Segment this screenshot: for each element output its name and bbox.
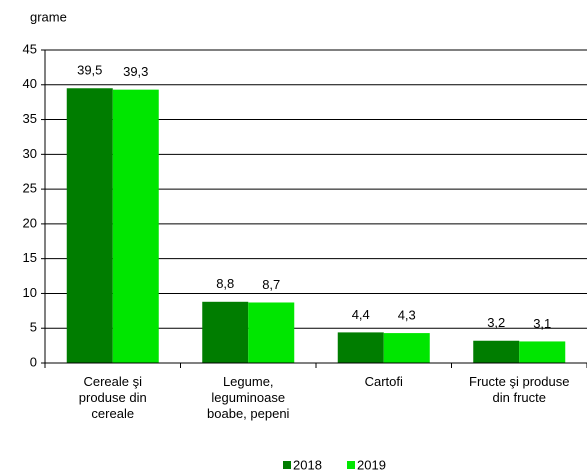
x-tick-label: Cereale şi produse din cereale (79, 374, 147, 421)
y-tick-label: 45 (23, 41, 37, 56)
x-tick-label-line: produse din (79, 390, 147, 405)
value-label: 8,8 (216, 276, 234, 291)
legend-swatch (347, 461, 355, 469)
y-tick-label: 40 (23, 76, 37, 91)
x-tick-label-line: boabe, pepeni (207, 406, 290, 421)
y-axis-label: grame (30, 9, 67, 24)
x-tick-label-line: Cartofi (365, 374, 403, 389)
bar (202, 301, 249, 363)
bar (337, 332, 384, 363)
x-tick-label-line: Legume, (223, 374, 274, 389)
bar (112, 89, 159, 363)
x-tick-label: Fructe şi produse din fructe (469, 374, 569, 405)
legend-label: 2018 (293, 457, 322, 472)
x-tick-label: Cartofi (365, 374, 403, 389)
bar (519, 341, 566, 363)
x-tick-label-line: cereale (91, 406, 134, 421)
y-tick-label: 10 (23, 285, 37, 300)
y-tick-label: 20 (23, 215, 37, 230)
y-tick-label: 35 (23, 111, 37, 126)
legend-swatch (283, 461, 291, 469)
bar (66, 88, 113, 363)
value-label: 4,4 (352, 307, 370, 322)
x-tick-label-line: Cereale şi (83, 374, 142, 389)
value-label: 39,3 (123, 64, 148, 79)
x-tick-label-line: Fructe şi produse (469, 374, 569, 389)
legend-label: 2019 (357, 457, 386, 472)
value-label: 3,1 (533, 316, 551, 331)
value-label: 8,7 (262, 277, 280, 292)
value-label: 3,2 (487, 315, 505, 330)
y-tick-label: 15 (23, 250, 37, 265)
y-tick-label: 25 (23, 181, 37, 196)
bar (248, 302, 295, 363)
y-tick-label: 30 (23, 146, 37, 161)
bar (383, 333, 430, 363)
value-label: 39,5 (77, 63, 102, 78)
bar (473, 340, 520, 363)
x-tick-label-line: din fructe (493, 390, 546, 405)
x-tick-label: Legume, leguminoase boabe, pepeni (207, 374, 290, 421)
value-label: 4,3 (398, 308, 416, 323)
y-tick-label: 5 (30, 320, 37, 335)
x-tick-label-line: leguminoase (211, 390, 285, 405)
y-tick-label: 0 (30, 354, 37, 369)
